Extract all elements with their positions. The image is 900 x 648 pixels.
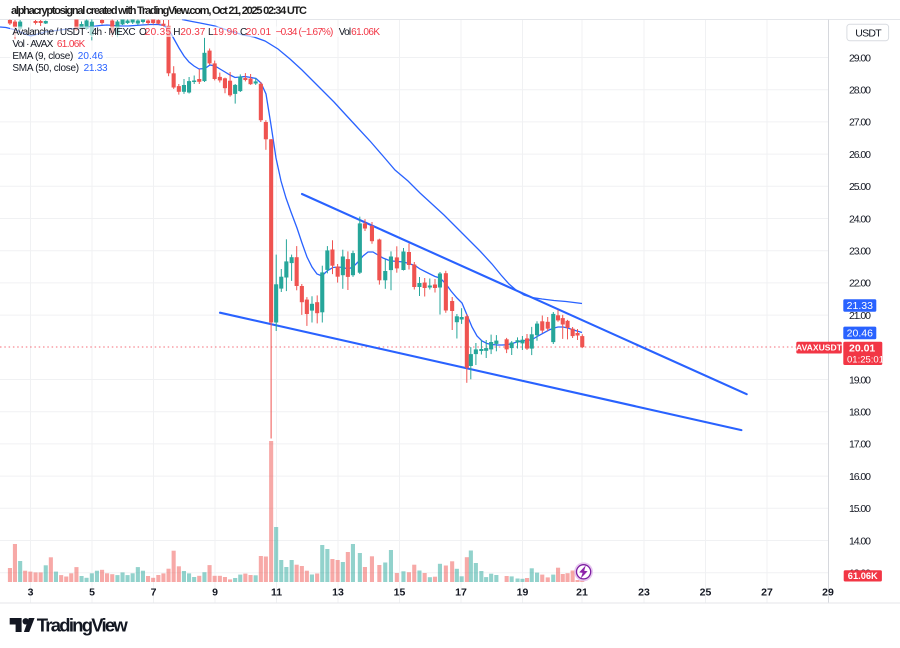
svg-text:28.00: 28.00 xyxy=(849,85,871,97)
svg-text:22.00: 22.00 xyxy=(849,278,871,290)
svg-text:29.00: 29.00 xyxy=(849,52,871,64)
svg-text:Vol: Vol xyxy=(339,27,351,38)
svg-text:Avalanche / USDT · 4h · MEXC: Avalanche / USDT · 4h · MEXC xyxy=(12,27,135,38)
svg-text:23: 23 xyxy=(638,587,650,599)
svg-text:3: 3 xyxy=(28,587,34,599)
svg-text:7: 7 xyxy=(151,587,157,599)
svg-text:11: 11 xyxy=(271,587,282,599)
svg-text:20.37: 20.37 xyxy=(180,27,205,38)
svg-text:61.06K: 61.06K xyxy=(351,27,380,38)
svg-text:20.01: 20.01 xyxy=(849,343,875,355)
svg-text:15: 15 xyxy=(394,587,406,599)
svg-text:21: 21 xyxy=(576,587,588,599)
svg-text:EMA (9, close): EMA (9, close) xyxy=(12,51,73,62)
svg-text:20.01: 20.01 xyxy=(246,27,272,38)
svg-text:16.00: 16.00 xyxy=(849,471,871,483)
svg-text:01:25:01: 01:25:01 xyxy=(847,354,884,365)
svg-text:SMA (50, close): SMA (50, close) xyxy=(12,63,79,74)
svg-text:AVAXUSDT: AVAXUSDT xyxy=(796,343,843,353)
svg-text:alphacryptosignal created with: alphacryptosignal created with TradingVi… xyxy=(11,5,307,17)
svg-text:L: L xyxy=(208,27,214,38)
svg-text:27: 27 xyxy=(761,587,773,599)
svg-text:21.00: 21.00 xyxy=(849,310,871,322)
svg-text:20.46: 20.46 xyxy=(847,327,873,339)
svg-text:26.00: 26.00 xyxy=(849,149,871,161)
svg-text:5: 5 xyxy=(89,587,95,599)
svg-text:H: H xyxy=(173,27,180,38)
svg-text:21.33: 21.33 xyxy=(84,63,108,74)
svg-text:15.00: 15.00 xyxy=(849,503,871,515)
svg-text:USDT: USDT xyxy=(855,27,882,39)
svg-text:25.00: 25.00 xyxy=(849,181,871,193)
svg-text:C: C xyxy=(240,27,247,38)
svg-text:O: O xyxy=(139,27,147,38)
svg-text:−0.34 (−1.67%): −0.34 (−1.67%) xyxy=(276,27,334,38)
svg-text:17: 17 xyxy=(455,587,467,599)
svg-text:23.00: 23.00 xyxy=(849,246,871,258)
svg-text:25: 25 xyxy=(700,587,712,599)
svg-text:61.06K: 61.06K xyxy=(57,39,86,50)
svg-text:61.06K: 61.06K xyxy=(848,571,878,581)
svg-text:Vol · AVAX: Vol · AVAX xyxy=(12,39,53,50)
svg-text:19.96: 19.96 xyxy=(213,27,238,38)
svg-text:27.00: 27.00 xyxy=(849,117,871,129)
svg-text:29: 29 xyxy=(822,587,834,599)
svg-text:20.46: 20.46 xyxy=(78,51,104,62)
svg-text:21.33: 21.33 xyxy=(847,300,873,312)
svg-text:13: 13 xyxy=(332,587,344,599)
svg-text:17.00: 17.00 xyxy=(849,439,871,451)
svg-text:TradingView: TradingView xyxy=(37,615,129,636)
svg-text:24.00: 24.00 xyxy=(849,213,871,225)
svg-text:18.00: 18.00 xyxy=(849,407,871,419)
svg-text:9: 9 xyxy=(212,587,218,599)
svg-text:19: 19 xyxy=(517,587,529,599)
svg-text:20.35: 20.35 xyxy=(145,27,172,38)
svg-text:19.00: 19.00 xyxy=(849,374,871,386)
svg-text:14.00: 14.00 xyxy=(849,535,871,547)
